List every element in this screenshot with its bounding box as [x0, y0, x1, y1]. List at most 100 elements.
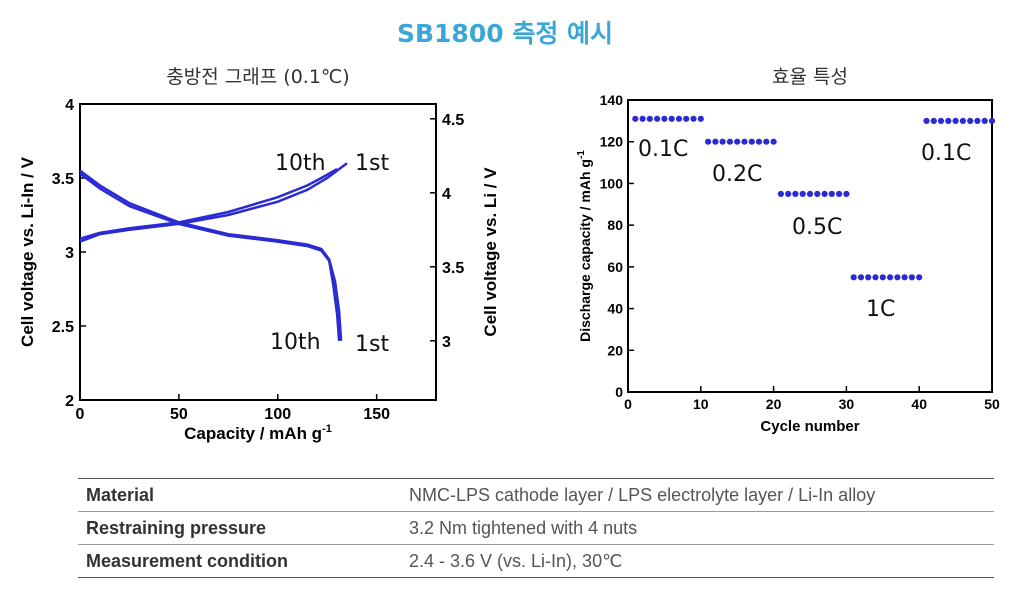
chart2-xlabel: Cycle number: [760, 418, 859, 435]
chart1-annotation: 1st: [355, 151, 389, 176]
chart1-ytick-left-label: 2: [65, 393, 74, 410]
chart2-point: [887, 274, 894, 281]
chart1-ytick-right-label: 4.5: [442, 112, 464, 129]
chart2-xtick-label: 20: [766, 396, 782, 412]
chart2-point: [646, 115, 653, 122]
chart2-point: [814, 190, 821, 197]
chart2-point: [865, 274, 872, 281]
chart1-series-3: [79, 172, 341, 341]
chart1-ytick-left-label: 4: [65, 97, 74, 114]
chart1-xtick-label: 50: [170, 406, 188, 423]
chart1-ytick-right-label: 3: [442, 334, 451, 351]
chart2-ytick-label: 0: [615, 384, 623, 400]
table-row: Restraining pressure 3.2 Nm tightened wi…: [78, 511, 994, 545]
chart1-subtitle: 충방전 그래프 (0.1℃): [166, 66, 350, 88]
chart2-point: [967, 117, 974, 124]
chart2-point: [705, 138, 712, 145]
chart2-point: [777, 190, 785, 197]
chart2-point: [661, 115, 668, 122]
chart2-point: [755, 138, 763, 145]
chart2-ylabel: Discharge capacity / mAh g-1: [576, 150, 593, 342]
chart2-xtick-label: 40: [911, 396, 927, 412]
chart2-point: [894, 274, 901, 281]
chart2-point: [923, 117, 930, 124]
chart2-rate-label: 1C: [866, 297, 895, 322]
chart2-point: [857, 274, 865, 281]
chart1-series-2: [79, 169, 343, 341]
chart2-rate-label: 0.2C: [712, 162, 762, 187]
chart2-point: [930, 117, 937, 124]
chart2-xtick-label: 0: [624, 396, 632, 412]
chart1-xtick-label: 100: [264, 406, 291, 423]
chart1-ylabel-left: Cell voltage vs. Li-In / V: [18, 156, 37, 347]
chart2-point: [879, 274, 886, 281]
chart2-point: [632, 115, 639, 122]
chart2-frame: [627, 99, 993, 393]
chart1-ylabel-right: Cell voltage vs. Li / V: [481, 167, 500, 337]
chart2-point: [843, 190, 850, 197]
chart2-point: [785, 190, 792, 197]
chart2-subtitle: 효율 특성: [772, 66, 848, 88]
chart1-annotation: 10th: [270, 330, 321, 355]
chart1-ytick-left-label: 3.5: [52, 171, 74, 188]
chart2-point: [719, 138, 726, 145]
chart1-annotation: 1st: [355, 332, 389, 357]
chart2-point: [806, 190, 814, 197]
chart2-ytick-label: 100: [600, 175, 624, 191]
chart2-point: [639, 115, 646, 122]
chart2-point: [799, 190, 806, 197]
chart2-point: [763, 138, 770, 145]
chart2-point: [988, 117, 996, 124]
chart2-point: [828, 190, 835, 197]
chart2-point: [741, 138, 748, 145]
chart2-point: [712, 138, 719, 145]
condition-label: Measurement condition: [78, 544, 401, 578]
chart2-ytick-label: 20: [607, 342, 623, 358]
chart2-rate-label: 0.1C: [921, 141, 971, 166]
chart2-point: [908, 274, 916, 281]
material-value: NMC-LPS cathode layer / LPS electrolyte …: [401, 478, 994, 512]
chart1-series-0: [79, 162, 348, 243]
chart1-ytick-right-label: 3.5: [442, 260, 464, 277]
pressure-label: Restraining pressure: [78, 511, 401, 545]
chart2-point: [748, 138, 755, 145]
chart2-point: [697, 115, 704, 122]
chart2-point: [690, 115, 697, 122]
page-title: SB1800 측정 예시: [396, 19, 614, 48]
chart2-ytick-label: 40: [607, 301, 623, 317]
chart2-point: [734, 138, 741, 145]
spec-table: Material NMC-LPS cathode layer / LPS ele…: [78, 478, 994, 578]
chart2-point: [668, 115, 675, 122]
chart1-series-1: [79, 168, 338, 240]
chart2-point: [981, 117, 988, 124]
chart2-point: [974, 117, 981, 124]
chart1-xtick-label: 0: [76, 406, 85, 423]
chart2-xtick-label: 10: [693, 396, 709, 412]
chart2-point: [872, 274, 879, 281]
table-row: Measurement condition 2.4 - 3.6 V (vs. L…: [78, 544, 994, 578]
chart2-xtick-label: 30: [839, 396, 855, 412]
chart2-point: [675, 115, 683, 122]
chart1-xlabel-sup: -1: [322, 423, 332, 435]
chart1-xlabel: Capacity / mAh g-1: [184, 423, 332, 443]
chart2-point: [821, 190, 828, 197]
pressure-value: 3.2 Nm tightened with 4 nuts: [401, 511, 994, 545]
chart2-point: [654, 115, 661, 122]
chart2-point: [836, 190, 843, 197]
chart2-rate-label: 0.1C: [638, 137, 688, 162]
chart2-point: [959, 117, 967, 124]
condition-value: 2.4 - 3.6 V (vs. Li-In), 30℃: [401, 544, 994, 578]
chart2-point: [850, 274, 857, 281]
chart2-point: [792, 190, 799, 197]
chart2-ylabel-sup: -1: [576, 150, 587, 159]
chart1-ytick-left-label: 2.5: [52, 319, 74, 336]
chart2-ytick-label: 120: [600, 134, 624, 150]
chart1-ytick-right-label: 4: [442, 186, 451, 203]
chart2-point: [683, 115, 690, 122]
chart2-rate-label: 0.5C: [792, 215, 842, 240]
chart2-point: [916, 274, 923, 281]
chart2-ytick-label: 80: [607, 217, 623, 233]
chart1-ytick-left-label: 3: [65, 245, 74, 262]
